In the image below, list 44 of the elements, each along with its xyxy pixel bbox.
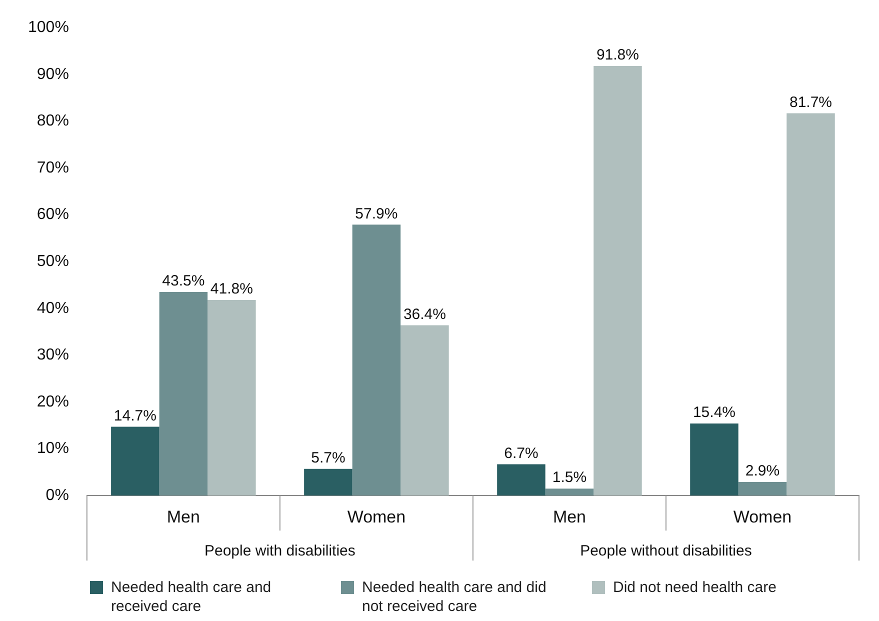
y-tick-label: 80% [36, 112, 69, 130]
x-tick-label: Women [733, 507, 792, 526]
data-label: 5.7% [311, 450, 346, 467]
bar [545, 488, 594, 496]
bar [159, 292, 208, 496]
y-tick-label: 10% [36, 440, 69, 458]
y-tick-label: 100% [28, 19, 69, 36]
y-tick-label: 90% [36, 66, 69, 83]
bar [304, 468, 352, 496]
y-tick-label: 20% [36, 393, 69, 410]
bar [352, 224, 401, 496]
text: People without disabilities [580, 542, 752, 560]
bar [497, 464, 546, 496]
bar [208, 300, 256, 496]
y-tick-label: 40% [36, 300, 69, 317]
data-label: 14.7% [114, 407, 156, 424]
y-tick-label: 0% [46, 487, 69, 504]
legend-label: Needed health care and received care [111, 578, 272, 616]
y-tick-label: 30% [36, 346, 69, 364]
data-label: 6.7% [504, 444, 538, 462]
data-label: 57.9% [355, 205, 398, 222]
x-tick-label: Men [552, 507, 586, 526]
bar [400, 325, 449, 496]
data-label: 43.5% [162, 272, 205, 290]
data-label: 36.4% [403, 306, 446, 323]
y-tick-label: 50% [36, 253, 69, 270]
y-tick-label: 60% [36, 206, 69, 224]
bar [594, 66, 642, 496]
x-tick-label: Women [347, 507, 406, 526]
x-tick-label: Men [166, 507, 200, 526]
y-tick-label: 70% [36, 159, 69, 176]
legend-label: Did not need health care [613, 578, 776, 597]
bar [690, 424, 738, 496]
text: People with disabilities [204, 542, 356, 560]
bar [111, 426, 160, 496]
bar [786, 113, 835, 496]
data-label: 91.8% [596, 46, 639, 64]
bar [738, 482, 787, 496]
legend-label: Needed health care and did not received care [362, 578, 548, 616]
data-label: 2.9% [745, 462, 780, 480]
data-label: 1.5% [552, 469, 587, 486]
data-label: 15.4% [692, 404, 736, 422]
data-label: 41.8% [210, 280, 253, 298]
data-label: 81.7% [789, 94, 832, 111]
